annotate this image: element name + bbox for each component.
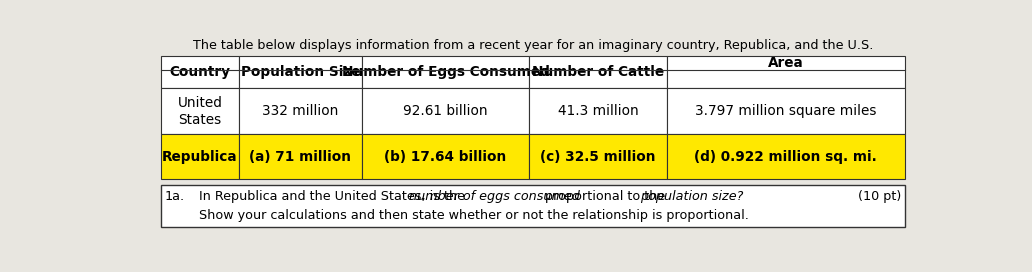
Text: (a) 71 million: (a) 71 million [250, 150, 352, 164]
Text: (c) 32.5 million: (c) 32.5 million [540, 150, 655, 164]
Bar [667, 88, 905, 134]
Bar [529, 88, 667, 134]
Text: population size?: population size? [641, 190, 744, 203]
Text: 1a.: 1a. [165, 190, 185, 203]
Text: Number of Eggs Consumed: Number of Eggs Consumed [342, 65, 549, 79]
Text: United
States: United States [178, 96, 223, 126]
Bar [239, 56, 362, 88]
Text: Population Size: Population Size [240, 65, 360, 79]
Text: (10 pt): (10 pt) [858, 190, 901, 203]
Text: proportional to the: proportional to the [541, 190, 670, 203]
Text: 3.797 million square miles: 3.797 million square miles [695, 104, 876, 118]
Bar [667, 134, 905, 179]
Text: 92.61 billion: 92.61 billion [404, 104, 488, 118]
Text: Republica: Republica [162, 150, 237, 164]
Text: Country: Country [169, 65, 230, 79]
Bar [529, 134, 667, 179]
Bar [161, 56, 239, 88]
Bar [161, 134, 239, 179]
Bar [667, 56, 905, 88]
Bar [161, 185, 905, 227]
Text: 41.3 million: 41.3 million [557, 104, 639, 118]
Bar [362, 88, 529, 134]
Bar [529, 56, 667, 88]
Text: In Republica and the United States, is the: In Republica and the United States, is t… [199, 190, 470, 203]
Text: 332 million: 332 million [262, 104, 338, 118]
Text: (d) 0.922 million sq. mi.: (d) 0.922 million sq. mi. [695, 150, 877, 164]
Bar [161, 88, 239, 134]
Bar [362, 134, 529, 179]
Bar [362, 56, 529, 88]
Text: Number of Cattle: Number of Cattle [531, 65, 664, 79]
Text: Show your calculations and then state whether or not the relationship is proport: Show your calculations and then state wh… [199, 209, 749, 222]
Bar [239, 134, 362, 179]
Text: The table below displays information from a recent year for an imaginary country: The table below displays information fro… [193, 39, 873, 52]
Text: (b) 17.64 billion: (b) 17.64 billion [384, 150, 507, 164]
Text: Area: Area [768, 56, 804, 70]
Text: number of eggs consumed: number of eggs consumed [409, 190, 580, 203]
Bar [239, 88, 362, 134]
